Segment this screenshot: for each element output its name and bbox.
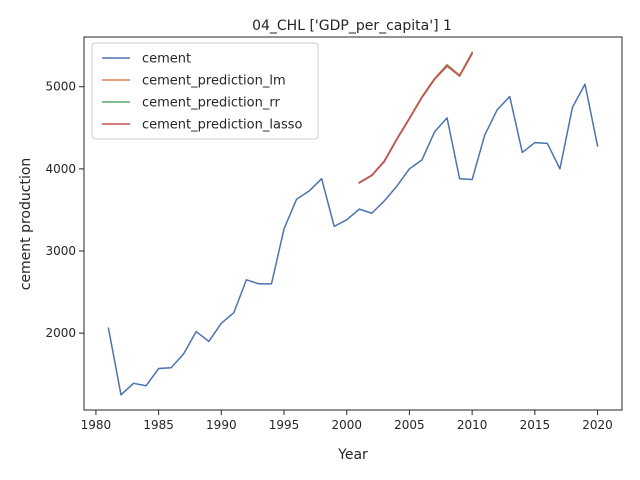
x-axis: 1980 1985 1990 1995 2000 2005 2010 2015 2020 bbox=[81, 410, 613, 432]
y-tick-label: 5000 bbox=[45, 80, 76, 94]
x-tick-label: 2005 bbox=[394, 418, 425, 432]
series-line-cement-prediction-lasso bbox=[358, 52, 474, 184]
x-tick-label: 1980 bbox=[81, 418, 112, 432]
legend-box bbox=[91, 42, 319, 140]
chart-title: 04_CHL ['GDP_per_capita'] 1 bbox=[252, 18, 452, 34]
y-tick-label: 2000 bbox=[45, 326, 76, 340]
series-layer bbox=[107, 51, 599, 396]
legend: cement cement_prediction_lm cement_predict… bbox=[91, 42, 319, 140]
y-tick-label: 4000 bbox=[45, 162, 76, 176]
x-axis-label: Year bbox=[337, 447, 368, 463]
y-tick-label: 3000 bbox=[45, 244, 76, 258]
legend-label-cement-prediction-rr: cement_prediction_rr bbox=[142, 96, 280, 111]
y-axis: 2000 3000 4000 5000 bbox=[45, 80, 84, 340]
x-tick-label: 2020 bbox=[582, 418, 613, 432]
x-tick-label: 2010 bbox=[457, 418, 488, 432]
legend-label-cement-prediction-lasso: cement_prediction_lasso bbox=[142, 118, 302, 133]
series-line-cement bbox=[107, 83, 599, 396]
x-tick-label: 1990 bbox=[206, 418, 237, 432]
x-tick-label: 1985 bbox=[143, 418, 174, 432]
y-axis-label: cement production bbox=[18, 158, 34, 291]
x-tick-label: 2015 bbox=[520, 418, 551, 432]
legend-label-cement-prediction-lm: cement_prediction_lm bbox=[142, 74, 286, 89]
x-tick-label: 2000 bbox=[331, 418, 362, 432]
legend-label-cement: cement bbox=[142, 52, 191, 67]
plot-frame bbox=[83, 36, 623, 411]
x-tick-label: 1995 bbox=[269, 418, 300, 432]
